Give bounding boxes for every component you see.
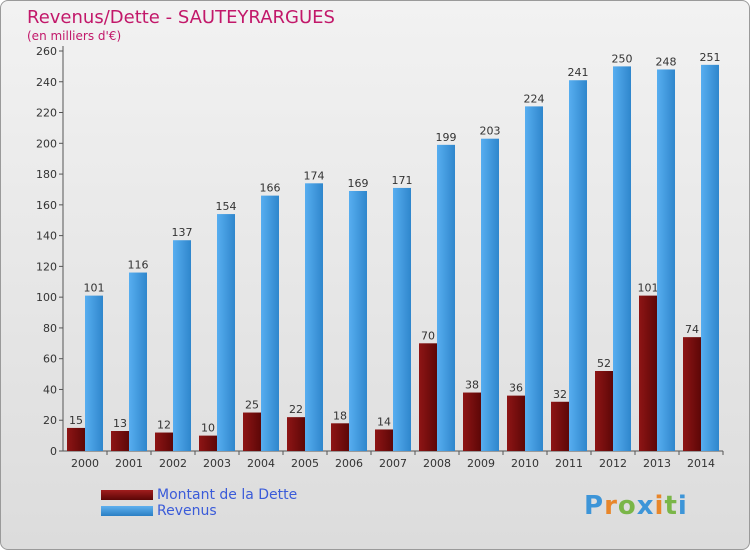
bar-revenus xyxy=(437,144,455,451)
y-tick-label: 100 xyxy=(36,291,57,304)
data-label-revenus: 199 xyxy=(436,131,457,144)
data-label-dette: 70 xyxy=(421,329,435,342)
legend-label-revenus: Revenus xyxy=(157,503,217,519)
bar-dette xyxy=(683,337,701,451)
bar-revenus xyxy=(305,183,323,452)
data-label-revenus: 166 xyxy=(260,182,281,195)
bar-revenus xyxy=(173,240,191,451)
data-label-dette: 12 xyxy=(157,419,171,432)
data-label-dette: 14 xyxy=(377,415,391,428)
x-tick-label: 2011 xyxy=(555,457,583,470)
data-label-revenus: 101 xyxy=(84,282,105,295)
y-tick-label: 260 xyxy=(36,45,57,58)
y-tick-label: 160 xyxy=(36,199,57,212)
bar-dette xyxy=(111,431,129,451)
x-tick-label: 2005 xyxy=(291,457,319,470)
data-label-revenus: 154 xyxy=(216,200,237,213)
x-tick-label: 2014 xyxy=(687,457,715,470)
proxiti-logo: Proxiti xyxy=(584,491,688,521)
bar-dette xyxy=(507,395,525,451)
bar-revenus xyxy=(261,195,279,451)
y-tick-label: 60 xyxy=(43,353,57,366)
y-tick-label: 220 xyxy=(36,107,57,120)
data-label-dette: 32 xyxy=(553,388,567,401)
data-label-revenus: 171 xyxy=(392,174,413,187)
bar-dette xyxy=(375,429,393,451)
bar-revenus xyxy=(525,106,543,451)
data-label-dette: 74 xyxy=(685,323,699,336)
bar-revenus xyxy=(129,272,147,451)
legend-label-dette: Montant de la Dette xyxy=(157,487,298,503)
y-tick-label: 120 xyxy=(36,260,57,273)
data-label-dette: 22 xyxy=(289,403,303,416)
data-label-revenus: 250 xyxy=(612,52,633,65)
bar-dette xyxy=(287,417,305,451)
bar-dette xyxy=(199,435,217,451)
data-label-revenus: 203 xyxy=(480,125,501,138)
data-label-revenus: 224 xyxy=(524,92,545,105)
bar-dette xyxy=(595,371,613,451)
bar-revenus xyxy=(217,214,235,451)
bar-revenus xyxy=(569,80,587,451)
y-tick-label: 240 xyxy=(36,76,57,89)
x-tick-label: 2004 xyxy=(247,457,275,470)
bar-revenus xyxy=(393,187,411,451)
x-tick-label: 2012 xyxy=(599,457,627,470)
x-tick-label: 2006 xyxy=(335,457,363,470)
bar-revenus xyxy=(349,191,367,451)
chart-subtitle: (en milliers d'€) xyxy=(27,29,122,43)
x-tick-label: 2008 xyxy=(423,457,451,470)
x-tick-label: 2000 xyxy=(71,457,99,470)
y-tick-label: 200 xyxy=(36,137,57,150)
bar-dette xyxy=(463,392,481,451)
data-label-revenus: 241 xyxy=(568,66,589,79)
data-label-revenus: 137 xyxy=(172,226,193,239)
x-tick-label: 2002 xyxy=(159,457,187,470)
y-tick-label: 80 xyxy=(43,322,57,335)
data-label-revenus: 169 xyxy=(348,177,369,190)
legend-swatch-dette xyxy=(101,490,153,500)
y-tick-label: 20 xyxy=(43,414,57,427)
data-label-dette: 38 xyxy=(465,379,479,392)
data-label-revenus: 248 xyxy=(656,55,677,68)
bar-revenus xyxy=(701,64,719,451)
bar-revenus xyxy=(481,138,499,451)
bar-dette xyxy=(155,432,173,451)
data-label-dette: 36 xyxy=(509,382,523,395)
y-tick-label: 40 xyxy=(43,383,57,396)
bar-dette xyxy=(243,412,261,451)
data-label-dette: 15 xyxy=(69,414,83,427)
bar-dette xyxy=(419,343,437,451)
bar-dette xyxy=(639,295,657,451)
bar-dette xyxy=(331,423,349,451)
bar-revenus xyxy=(85,295,103,451)
x-tick-label: 2013 xyxy=(643,457,671,470)
bar-revenus xyxy=(613,66,631,451)
chart-title: Revenus/Dette - SAUTEYRARGUES xyxy=(27,7,335,28)
data-label-dette: 25 xyxy=(245,399,259,412)
data-label-revenus: 174 xyxy=(304,169,325,182)
bar-revenus xyxy=(657,69,675,451)
data-label-dette: 101 xyxy=(638,282,659,295)
y-tick-label: 0 xyxy=(50,445,57,458)
y-tick-label: 180 xyxy=(36,168,57,181)
data-label-dette: 52 xyxy=(597,357,611,370)
x-tick-label: 2001 xyxy=(115,457,143,470)
bar-dette xyxy=(67,427,85,451)
data-label-dette: 18 xyxy=(333,409,347,422)
data-label-dette: 10 xyxy=(201,422,215,435)
data-label-revenus: 116 xyxy=(128,259,149,272)
data-label-dette: 13 xyxy=(113,417,127,430)
x-tick-label: 2009 xyxy=(467,457,495,470)
y-tick-label: 140 xyxy=(36,230,57,243)
legend-swatch-revenus xyxy=(101,506,153,516)
x-tick-label: 2003 xyxy=(203,457,231,470)
data-label-revenus: 251 xyxy=(700,51,721,64)
x-tick-label: 2007 xyxy=(379,457,407,470)
bar-dette xyxy=(551,401,569,451)
x-tick-label: 2010 xyxy=(511,457,539,470)
